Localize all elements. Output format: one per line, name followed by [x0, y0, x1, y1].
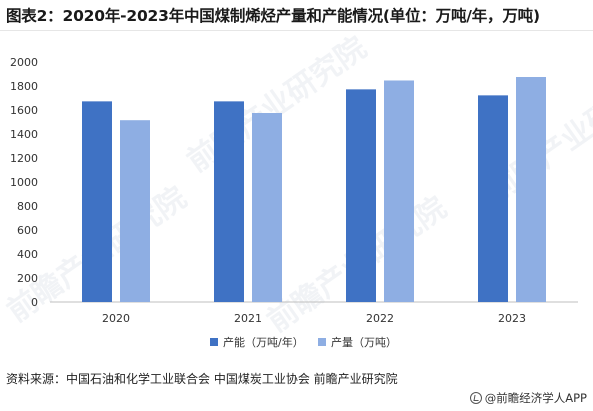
bar-chart: 0 200 400 600 800 1000 1200 1400 1600 1800 2000 202…	[10, 56, 578, 349]
bar-2022-series-2	[384, 80, 414, 302]
y-tick-label: 600	[17, 224, 38, 237]
legend-label-1: 产能（万吨/年）	[223, 335, 304, 349]
y-tick-label: 200	[17, 272, 38, 285]
x-tick-label: 2023	[498, 312, 526, 325]
legend-label-2: 产量（万吨）	[331, 335, 397, 349]
y-tick-label: 1000	[10, 176, 38, 189]
y-tick-label: 1600	[10, 104, 38, 117]
x-tick-label: 2022	[366, 312, 394, 325]
legend-swatch-1	[210, 338, 218, 346]
y-tick-label: 1400	[10, 128, 38, 141]
x-tick-label: 2020	[102, 312, 130, 325]
legend-swatch-2	[318, 338, 326, 346]
bar-2020-series-1	[82, 101, 112, 302]
y-tick-label: 1800	[10, 80, 38, 93]
bar-2022-series-1	[346, 89, 376, 302]
bar-2021-series-1	[214, 101, 244, 302]
source-note: 资料来源：中国石油和化学工业联合会 中国煤炭工业协会 前瞻产业研究院	[6, 372, 398, 386]
bar-2020-series-2	[120, 120, 150, 302]
brand-label: @前瞻经济学人APP	[484, 391, 587, 405]
chart-title: 图表2：2020年-2023年中国煤制烯烃产量和产能情况(单位：万吨/年，万吨)	[6, 7, 540, 25]
y-tick-label: 0	[31, 296, 38, 309]
title-divider	[0, 30, 593, 31]
bar-2023-series-1	[478, 95, 508, 302]
brand-credit: @前瞻经济学人APP	[469, 390, 587, 406]
bar-2021-series-2	[252, 113, 282, 302]
y-tick-label: 1200	[10, 152, 38, 165]
x-tick-label: 2021	[234, 312, 262, 325]
y-tick-label: 400	[17, 248, 38, 261]
y-tick-label: 2000	[10, 56, 38, 69]
brand-logo-icon	[469, 392, 482, 404]
bar-2023-series-2	[516, 77, 546, 302]
y-tick-label: 800	[17, 200, 38, 213]
